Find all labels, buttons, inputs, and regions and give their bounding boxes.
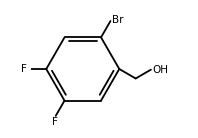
Text: F: F: [52, 117, 58, 127]
Text: F: F: [21, 64, 27, 74]
Text: OH: OH: [152, 65, 168, 75]
Text: Br: Br: [112, 15, 123, 25]
